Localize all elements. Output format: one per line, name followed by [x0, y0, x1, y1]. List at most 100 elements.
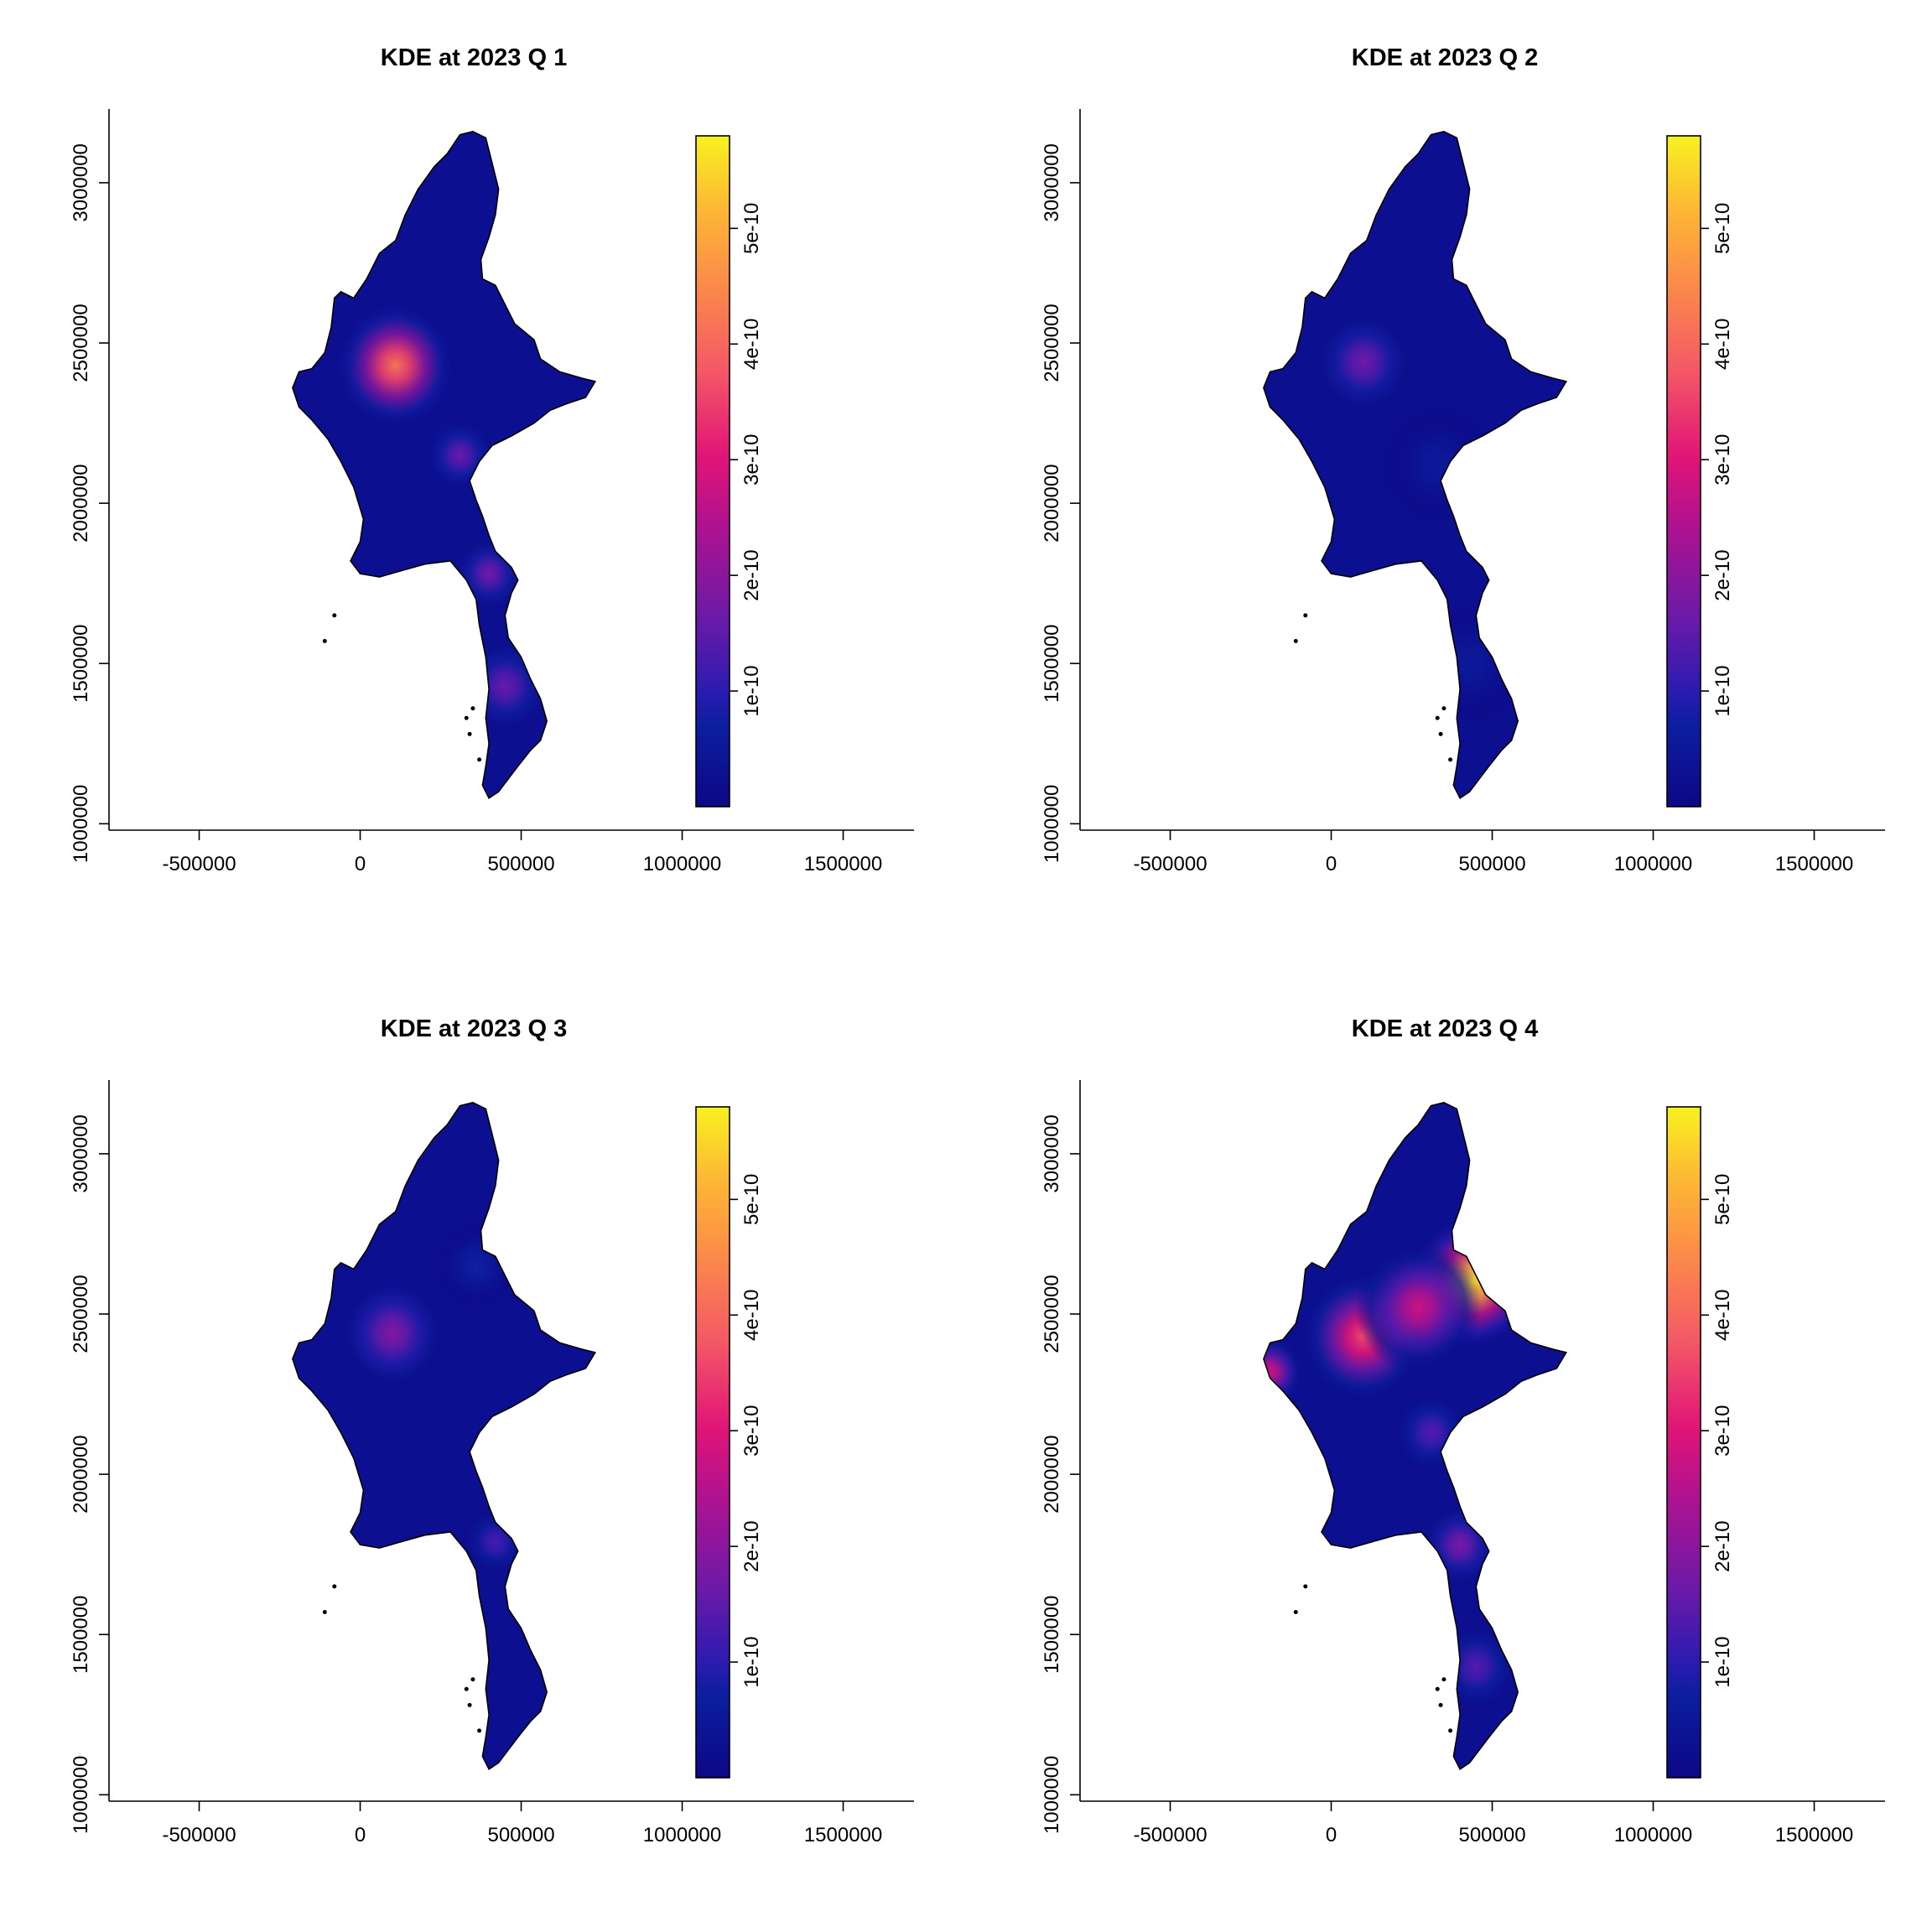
island-mark [477, 1728, 482, 1733]
country-outline [292, 1101, 597, 1770]
x-tick-label: 500000 [487, 853, 554, 875]
density-hotspot [1388, 1388, 1474, 1478]
island-mark [1303, 1584, 1308, 1589]
density-base-tint [1263, 131, 1566, 798]
density-hotspot [1430, 1618, 1523, 1716]
density-surface [1263, 1102, 1566, 1769]
y-tick-label: 1500000 [1041, 1596, 1063, 1674]
colorbar-tick-label: 5e-10 [740, 203, 763, 254]
island-mark [470, 706, 475, 711]
kde-panel-q1: KDE at 2023 Q 1 -500000 0 500000 1000000 1500… [70, 44, 914, 875]
colorbar-tick-label: 1e-10 [740, 1636, 763, 1687]
y-tick-label: 3000000 [70, 1114, 92, 1192]
island-mark [467, 1702, 472, 1707]
panel-title: KDE at 2023 Q 4 [1352, 1015, 1538, 1042]
island-mark [1441, 706, 1446, 711]
country-outline [1263, 130, 1568, 799]
y-tick-label: 2500000 [1041, 1275, 1063, 1353]
y-tick-label: 2000000 [70, 1435, 92, 1513]
colorbar-tick-label: 5e-10 [1711, 1174, 1734, 1225]
y-tick-label: 1000000 [1041, 1756, 1063, 1834]
y-tick-label: 2500000 [1041, 304, 1063, 382]
colorbar-tick-label: 4e-10 [1711, 1290, 1734, 1341]
x-tick-label: 1000000 [1614, 853, 1692, 875]
density-hotspot [1380, 405, 1494, 525]
island-mark [1448, 757, 1453, 762]
density-hotspot [421, 414, 500, 496]
x-tick-label: -500000 [1133, 1824, 1207, 1846]
x-tick-label: 0 [1326, 1824, 1337, 1846]
density-surface [292, 1102, 595, 1769]
colorbar-tick-label: 2e-10 [740, 1520, 763, 1571]
island-mark [332, 1584, 337, 1589]
island-mark [470, 1677, 475, 1682]
island-mark [1303, 613, 1308, 618]
density-hotspot [460, 1504, 532, 1579]
x-tick-label: 0 [355, 853, 366, 875]
island-mark [1438, 731, 1443, 736]
colorbar-tick-label: 3e-10 [1711, 434, 1734, 486]
colorbar-tick-label: 2e-10 [740, 549, 763, 600]
kde-panel-q2: KDE at 2023 Q 2 -500000 0 500000 1000000 1500… [1041, 44, 1885, 875]
x-tick-label: -500000 [162, 1824, 236, 1846]
colorbar-tick-label: 2e-10 [1711, 1520, 1734, 1571]
y-tick-label: 1500000 [70, 1596, 92, 1674]
axes: -500000 0 500000 1000000 1500000 1000000 15000… [1041, 109, 1885, 875]
x-tick-label: 1000000 [643, 853, 721, 875]
colorbar-tick-label: 4e-10 [740, 1290, 763, 1341]
colorbar-tick-label: 1e-10 [1711, 665, 1734, 716]
y-tick-label: 1000000 [1041, 785, 1063, 863]
island-mark [1435, 1686, 1440, 1691]
x-tick-label: 1000000 [643, 1824, 721, 1846]
colorbar-tick-label: 5e-10 [740, 1174, 763, 1225]
colorbar-ramp [695, 1106, 730, 1779]
y-tick-label: 3000000 [1041, 143, 1063, 221]
y-tick-label: 1500000 [1041, 625, 1063, 703]
colorbar: 1e-10 2e-10 3e-10 4e-10 5e-10 [695, 1106, 763, 1779]
colorbar: 1e-10 2e-10 3e-10 4e-10 5e-10 [1666, 135, 1734, 808]
x-tick-label: 1000000 [1614, 1824, 1692, 1846]
y-tick-label: 2000000 [70, 464, 92, 542]
island-mark [1293, 638, 1298, 643]
colorbar: 1e-10 2e-10 3e-10 4e-10 5e-10 [695, 135, 763, 808]
colorbar-tick-label: 3e-10 [740, 1405, 763, 1457]
x-tick-label: -500000 [1133, 853, 1207, 875]
kde-panel-q3: KDE at 2023 Q 3 -500000 0 500000 1000000 1500… [70, 1015, 914, 1846]
island-mark [1293, 1609, 1298, 1614]
x-tick-label: -500000 [162, 853, 236, 875]
density-hotspot [455, 633, 555, 739]
colorbar-tick-label: 4e-10 [740, 319, 763, 370]
island-mark [1441, 1677, 1446, 1682]
x-tick-label: 500000 [1458, 853, 1525, 875]
y-tick-label: 2000000 [1041, 1435, 1063, 1513]
x-tick-label: 500000 [1458, 1824, 1525, 1846]
island-mark [322, 638, 327, 643]
density-hotspot [1413, 604, 1527, 724]
country-outline [292, 130, 597, 799]
island-mark [467, 731, 472, 736]
x-tick-label: 500000 [487, 1824, 554, 1846]
colorbar-tick-label: 3e-10 [740, 434, 763, 486]
colorbar-tick-label: 2e-10 [1711, 549, 1734, 600]
y-tick-label: 1000000 [70, 1756, 92, 1834]
y-tick-label: 2000000 [1041, 464, 1063, 542]
density-hotspot [335, 302, 456, 429]
colorbar-ramp [1666, 135, 1701, 808]
panel-title: KDE at 2023 Q 3 [381, 1015, 567, 1042]
density-hotspot [434, 1221, 519, 1311]
density-surface [1263, 131, 1566, 798]
colorbar-ramp [1666, 1106, 1701, 1779]
axes: -500000 0 500000 1000000 1500000 1000000 15000… [1041, 1080, 1885, 1846]
colorbar: 1e-10 2e-10 3e-10 4e-10 5e-10 [1666, 1106, 1734, 1779]
x-tick-label: 0 [1326, 853, 1337, 875]
x-tick-label: 1500000 [804, 853, 882, 875]
colorbar-tick-label: 1e-10 [1711, 1636, 1734, 1687]
island-mark [464, 1686, 469, 1691]
colorbar-tick-label: 5e-10 [1711, 203, 1734, 254]
x-tick-label: 1500000 [804, 1824, 882, 1846]
island-mark [322, 1609, 327, 1614]
country-outline [1263, 1101, 1568, 1770]
density-hotspot [1417, 1499, 1503, 1590]
x-tick-label: 1500000 [1775, 1824, 1853, 1846]
